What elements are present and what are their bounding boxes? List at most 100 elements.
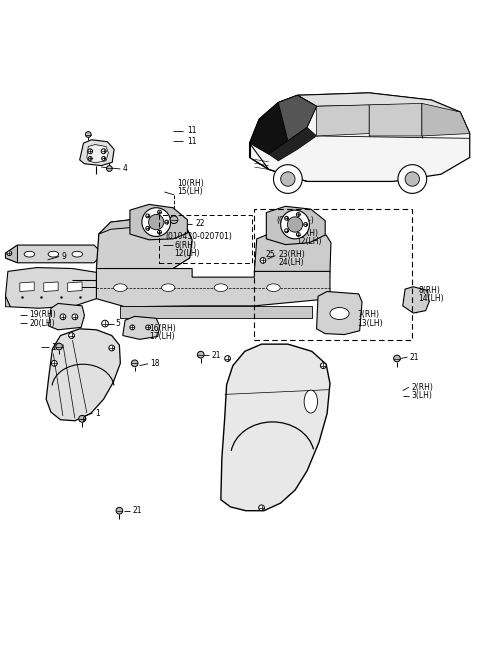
Circle shape (296, 213, 300, 216)
Polygon shape (80, 140, 114, 166)
Circle shape (146, 226, 150, 230)
Text: 20(LH): 20(LH) (29, 318, 55, 328)
Text: 21: 21 (211, 350, 221, 359)
Text: 6(RH): 6(RH) (297, 229, 318, 238)
Text: (010430-020701): (010430-020701) (166, 232, 233, 241)
Circle shape (157, 210, 161, 214)
Text: 8(RH): 8(RH) (418, 285, 440, 294)
Text: 18: 18 (151, 359, 160, 369)
Text: 14(LH): 14(LH) (418, 294, 444, 303)
Polygon shape (317, 105, 369, 136)
Ellipse shape (214, 284, 228, 291)
Polygon shape (20, 282, 34, 291)
Ellipse shape (267, 284, 280, 291)
Circle shape (170, 216, 178, 224)
Polygon shape (120, 306, 312, 318)
Polygon shape (68, 282, 82, 291)
Circle shape (394, 355, 400, 362)
Text: 18: 18 (51, 343, 60, 352)
Circle shape (225, 356, 230, 361)
Circle shape (79, 415, 85, 422)
Polygon shape (5, 296, 10, 307)
Polygon shape (269, 127, 317, 161)
Polygon shape (99, 219, 173, 234)
Ellipse shape (24, 252, 35, 257)
Polygon shape (254, 235, 331, 278)
Circle shape (260, 257, 266, 263)
Text: (020701-): (020701-) (276, 216, 313, 225)
Text: 24(LH): 24(LH) (278, 258, 304, 266)
Circle shape (72, 314, 78, 320)
Circle shape (101, 149, 106, 153)
Polygon shape (123, 317, 159, 339)
Ellipse shape (114, 284, 127, 291)
Circle shape (304, 222, 308, 226)
Ellipse shape (304, 390, 318, 413)
Polygon shape (87, 144, 108, 162)
Circle shape (146, 214, 150, 218)
Circle shape (88, 149, 93, 153)
Text: 9: 9 (62, 252, 67, 261)
Circle shape (405, 172, 420, 186)
Polygon shape (369, 103, 422, 136)
Ellipse shape (161, 284, 175, 291)
Text: 3(LH): 3(LH) (411, 391, 432, 400)
Text: 21: 21 (410, 352, 420, 361)
Polygon shape (278, 96, 317, 141)
Circle shape (51, 360, 57, 366)
Circle shape (296, 233, 300, 237)
Polygon shape (5, 268, 101, 308)
Circle shape (321, 363, 326, 369)
Polygon shape (221, 344, 330, 511)
Polygon shape (46, 329, 120, 421)
Text: 13(LH): 13(LH) (357, 318, 383, 328)
Ellipse shape (48, 252, 59, 257)
Text: 6(RH): 6(RH) (174, 240, 196, 250)
Circle shape (165, 220, 168, 224)
Text: 22: 22 (196, 219, 205, 228)
Text: 10(RH): 10(RH) (177, 179, 204, 188)
Circle shape (197, 351, 204, 358)
Text: 1: 1 (95, 409, 100, 417)
Text: 7(RH): 7(RH) (357, 311, 379, 319)
Polygon shape (96, 219, 192, 272)
Circle shape (288, 217, 303, 232)
Polygon shape (317, 291, 362, 335)
Circle shape (69, 333, 74, 339)
Circle shape (85, 132, 91, 137)
Polygon shape (130, 204, 187, 240)
Circle shape (398, 164, 427, 194)
Polygon shape (48, 304, 84, 330)
Circle shape (130, 325, 135, 330)
Circle shape (285, 216, 288, 220)
Polygon shape (5, 245, 17, 263)
Text: 25: 25 (266, 250, 276, 259)
Text: 11: 11 (187, 136, 197, 146)
Text: 2(RH): 2(RH) (411, 383, 433, 392)
Circle shape (157, 230, 161, 234)
Text: 4: 4 (123, 164, 128, 174)
Text: 17(LH): 17(LH) (149, 332, 175, 341)
Circle shape (132, 360, 138, 367)
Text: 11: 11 (187, 126, 197, 135)
Circle shape (274, 164, 302, 194)
Text: 23(RH): 23(RH) (278, 250, 305, 259)
Circle shape (102, 320, 108, 327)
Circle shape (142, 208, 170, 237)
Polygon shape (44, 282, 58, 291)
Circle shape (281, 210, 310, 239)
Ellipse shape (72, 252, 83, 257)
Polygon shape (250, 96, 317, 154)
Circle shape (109, 345, 115, 351)
Text: 12(LH): 12(LH) (297, 237, 322, 246)
Circle shape (259, 505, 264, 511)
Text: 21: 21 (132, 506, 142, 515)
Circle shape (7, 251, 12, 255)
Polygon shape (422, 103, 470, 136)
Text: 19(RH): 19(RH) (29, 311, 56, 319)
Circle shape (149, 214, 164, 229)
Polygon shape (266, 206, 325, 244)
Circle shape (285, 229, 288, 233)
Polygon shape (298, 93, 460, 112)
Circle shape (281, 172, 295, 186)
